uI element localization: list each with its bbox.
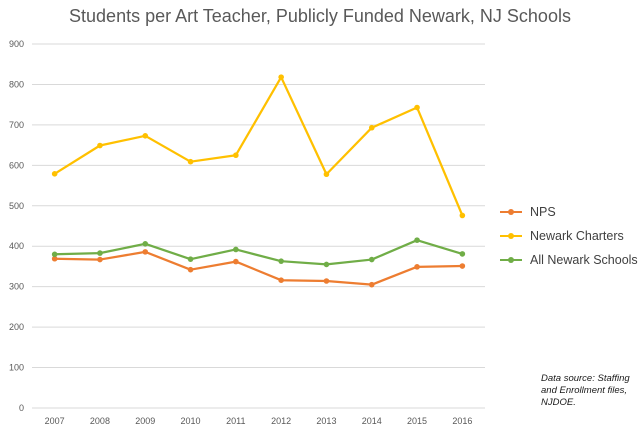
x-tick-label: 2007 <box>45 416 65 426</box>
legend-marker <box>508 209 514 215</box>
y-tick-label: 900 <box>9 39 24 49</box>
data-point <box>233 152 239 159</box>
legend: NPS Newark Charters All Newark Schools <box>500 200 638 272</box>
x-tick-label: 2012 <box>271 416 291 426</box>
legend-item: NPS <box>500 200 638 224</box>
data-point <box>323 278 330 284</box>
x-tick-label: 2008 <box>90 416 110 426</box>
data-point <box>459 263 466 269</box>
data-point <box>459 212 466 219</box>
data-point <box>278 74 284 80</box>
y-tick-label: 200 <box>9 322 24 332</box>
x-tick-label: 2015 <box>407 416 427 426</box>
data-point <box>368 124 375 131</box>
y-tick-label: 0 <box>19 403 24 413</box>
data-point <box>187 256 194 262</box>
data-point <box>233 258 239 265</box>
data-source-note: Data source: Staffing and Enrollment fil… <box>541 373 636 409</box>
data-point <box>142 133 149 139</box>
legend-item: All Newark Schools <box>500 248 638 272</box>
series-line <box>54 76 464 216</box>
data-point <box>187 266 194 273</box>
y-tick-label: 700 <box>9 120 24 130</box>
data-point <box>51 251 58 258</box>
series-line <box>54 239 463 266</box>
data-point <box>368 281 375 288</box>
data-point <box>368 256 375 263</box>
data-point <box>97 142 103 149</box>
legend-item: Newark Charters <box>500 224 638 248</box>
y-tick-label: 100 <box>9 363 24 373</box>
data-point <box>323 261 330 268</box>
legend-label: Newark Charters <box>530 229 624 243</box>
y-tick-label: 600 <box>9 160 24 170</box>
data-point <box>51 255 58 262</box>
data-point <box>142 249 149 255</box>
data-point <box>414 237 420 243</box>
legend-marker <box>508 233 514 239</box>
chart-title: Students per Art Teacher, Publicly Funde… <box>69 6 571 26</box>
data-source-line-1: Data source: Staffing <box>541 373 630 384</box>
data-point <box>97 250 103 256</box>
x-tick-label: 2013 <box>316 416 336 426</box>
series-line <box>54 250 463 286</box>
data-point <box>414 104 420 111</box>
legend-marker <box>508 257 514 263</box>
data-point <box>323 171 330 178</box>
data-source-line-2: and Enrollment files, <box>541 385 628 396</box>
legend-label: NPS <box>530 205 556 219</box>
y-tick-label: 800 <box>9 79 24 89</box>
x-tick-label: 2010 <box>181 416 201 426</box>
y-tick-label: 300 <box>9 282 24 292</box>
x-tick-label: 2011 <box>226 416 245 426</box>
data-source-line-3: NJDOE. <box>541 397 576 408</box>
x-tick-label: 2014 <box>362 416 382 426</box>
x-tick-label: 2009 <box>135 416 155 426</box>
legend-label: All Newark Schools <box>530 253 638 267</box>
data-point <box>233 246 239 253</box>
data-point <box>187 158 194 165</box>
x-tick-label: 2016 <box>452 416 472 426</box>
data-point <box>459 251 466 257</box>
data-point <box>278 277 284 283</box>
data-point <box>278 258 284 264</box>
data-point <box>51 171 58 177</box>
data-point <box>142 240 149 247</box>
y-tick-label: 400 <box>9 241 24 251</box>
data-point <box>414 264 420 270</box>
y-tick-label: 500 <box>9 201 24 211</box>
data-point <box>97 256 103 263</box>
